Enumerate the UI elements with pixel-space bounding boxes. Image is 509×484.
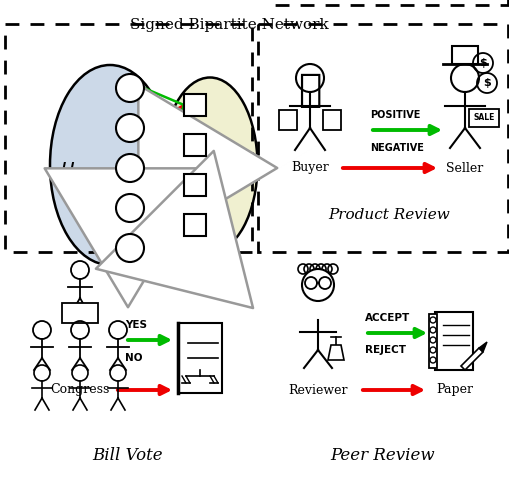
- Text: SALE: SALE: [472, 114, 494, 122]
- Text: Product Review: Product Review: [327, 208, 449, 222]
- Bar: [428, 314, 436, 368]
- Text: Peer Review: Peer Review: [330, 447, 435, 464]
- FancyBboxPatch shape: [184, 174, 206, 196]
- Bar: [322, 110, 341, 130]
- Ellipse shape: [162, 77, 257, 253]
- Text: Reviewer: Reviewer: [288, 383, 347, 396]
- Bar: [178, 323, 221, 393]
- Circle shape: [116, 74, 144, 102]
- FancyBboxPatch shape: [468, 109, 498, 127]
- Text: Bill: Bill: [189, 383, 210, 396]
- FancyBboxPatch shape: [184, 94, 206, 116]
- Circle shape: [116, 114, 144, 142]
- Bar: [434, 312, 472, 370]
- Text: Congress: Congress: [50, 383, 109, 396]
- Circle shape: [116, 194, 144, 222]
- Polygon shape: [327, 345, 344, 360]
- Circle shape: [429, 337, 435, 343]
- Text: $\mathit{u}$: $\mathit{u}$: [61, 157, 75, 179]
- Circle shape: [429, 357, 435, 363]
- Text: POSITIVE: POSITIVE: [369, 110, 419, 120]
- FancyBboxPatch shape: [184, 214, 206, 236]
- Circle shape: [429, 327, 435, 333]
- Bar: [62, 303, 98, 323]
- Text: REJECT: REJECT: [364, 345, 405, 355]
- Text: Seller: Seller: [445, 162, 483, 175]
- Text: Signed Bipartite Network: Signed Bipartite Network: [130, 18, 328, 32]
- Polygon shape: [478, 342, 486, 352]
- Circle shape: [116, 234, 144, 262]
- FancyBboxPatch shape: [184, 134, 206, 156]
- Text: NO: NO: [125, 353, 142, 363]
- Text: YES: YES: [125, 320, 147, 330]
- Text: Buyer: Buyer: [291, 162, 328, 175]
- Polygon shape: [460, 348, 482, 370]
- Text: NEGATIVE: NEGATIVE: [369, 143, 423, 153]
- Text: $: $: [478, 58, 486, 68]
- Bar: [451, 46, 477, 64]
- Text: 👤: 👤: [298, 71, 321, 109]
- Text: $\mathit{v}$: $\mathit{v}$: [236, 157, 251, 179]
- Circle shape: [429, 317, 435, 323]
- Text: $: $: [482, 78, 490, 88]
- Ellipse shape: [50, 65, 169, 265]
- Text: Paper: Paper: [436, 383, 472, 396]
- Circle shape: [116, 154, 144, 182]
- Circle shape: [301, 269, 333, 301]
- Bar: [278, 110, 296, 130]
- Text: Bill Vote: Bill Vote: [93, 447, 163, 464]
- Circle shape: [429, 347, 435, 353]
- Text: ACCEPT: ACCEPT: [364, 313, 409, 323]
